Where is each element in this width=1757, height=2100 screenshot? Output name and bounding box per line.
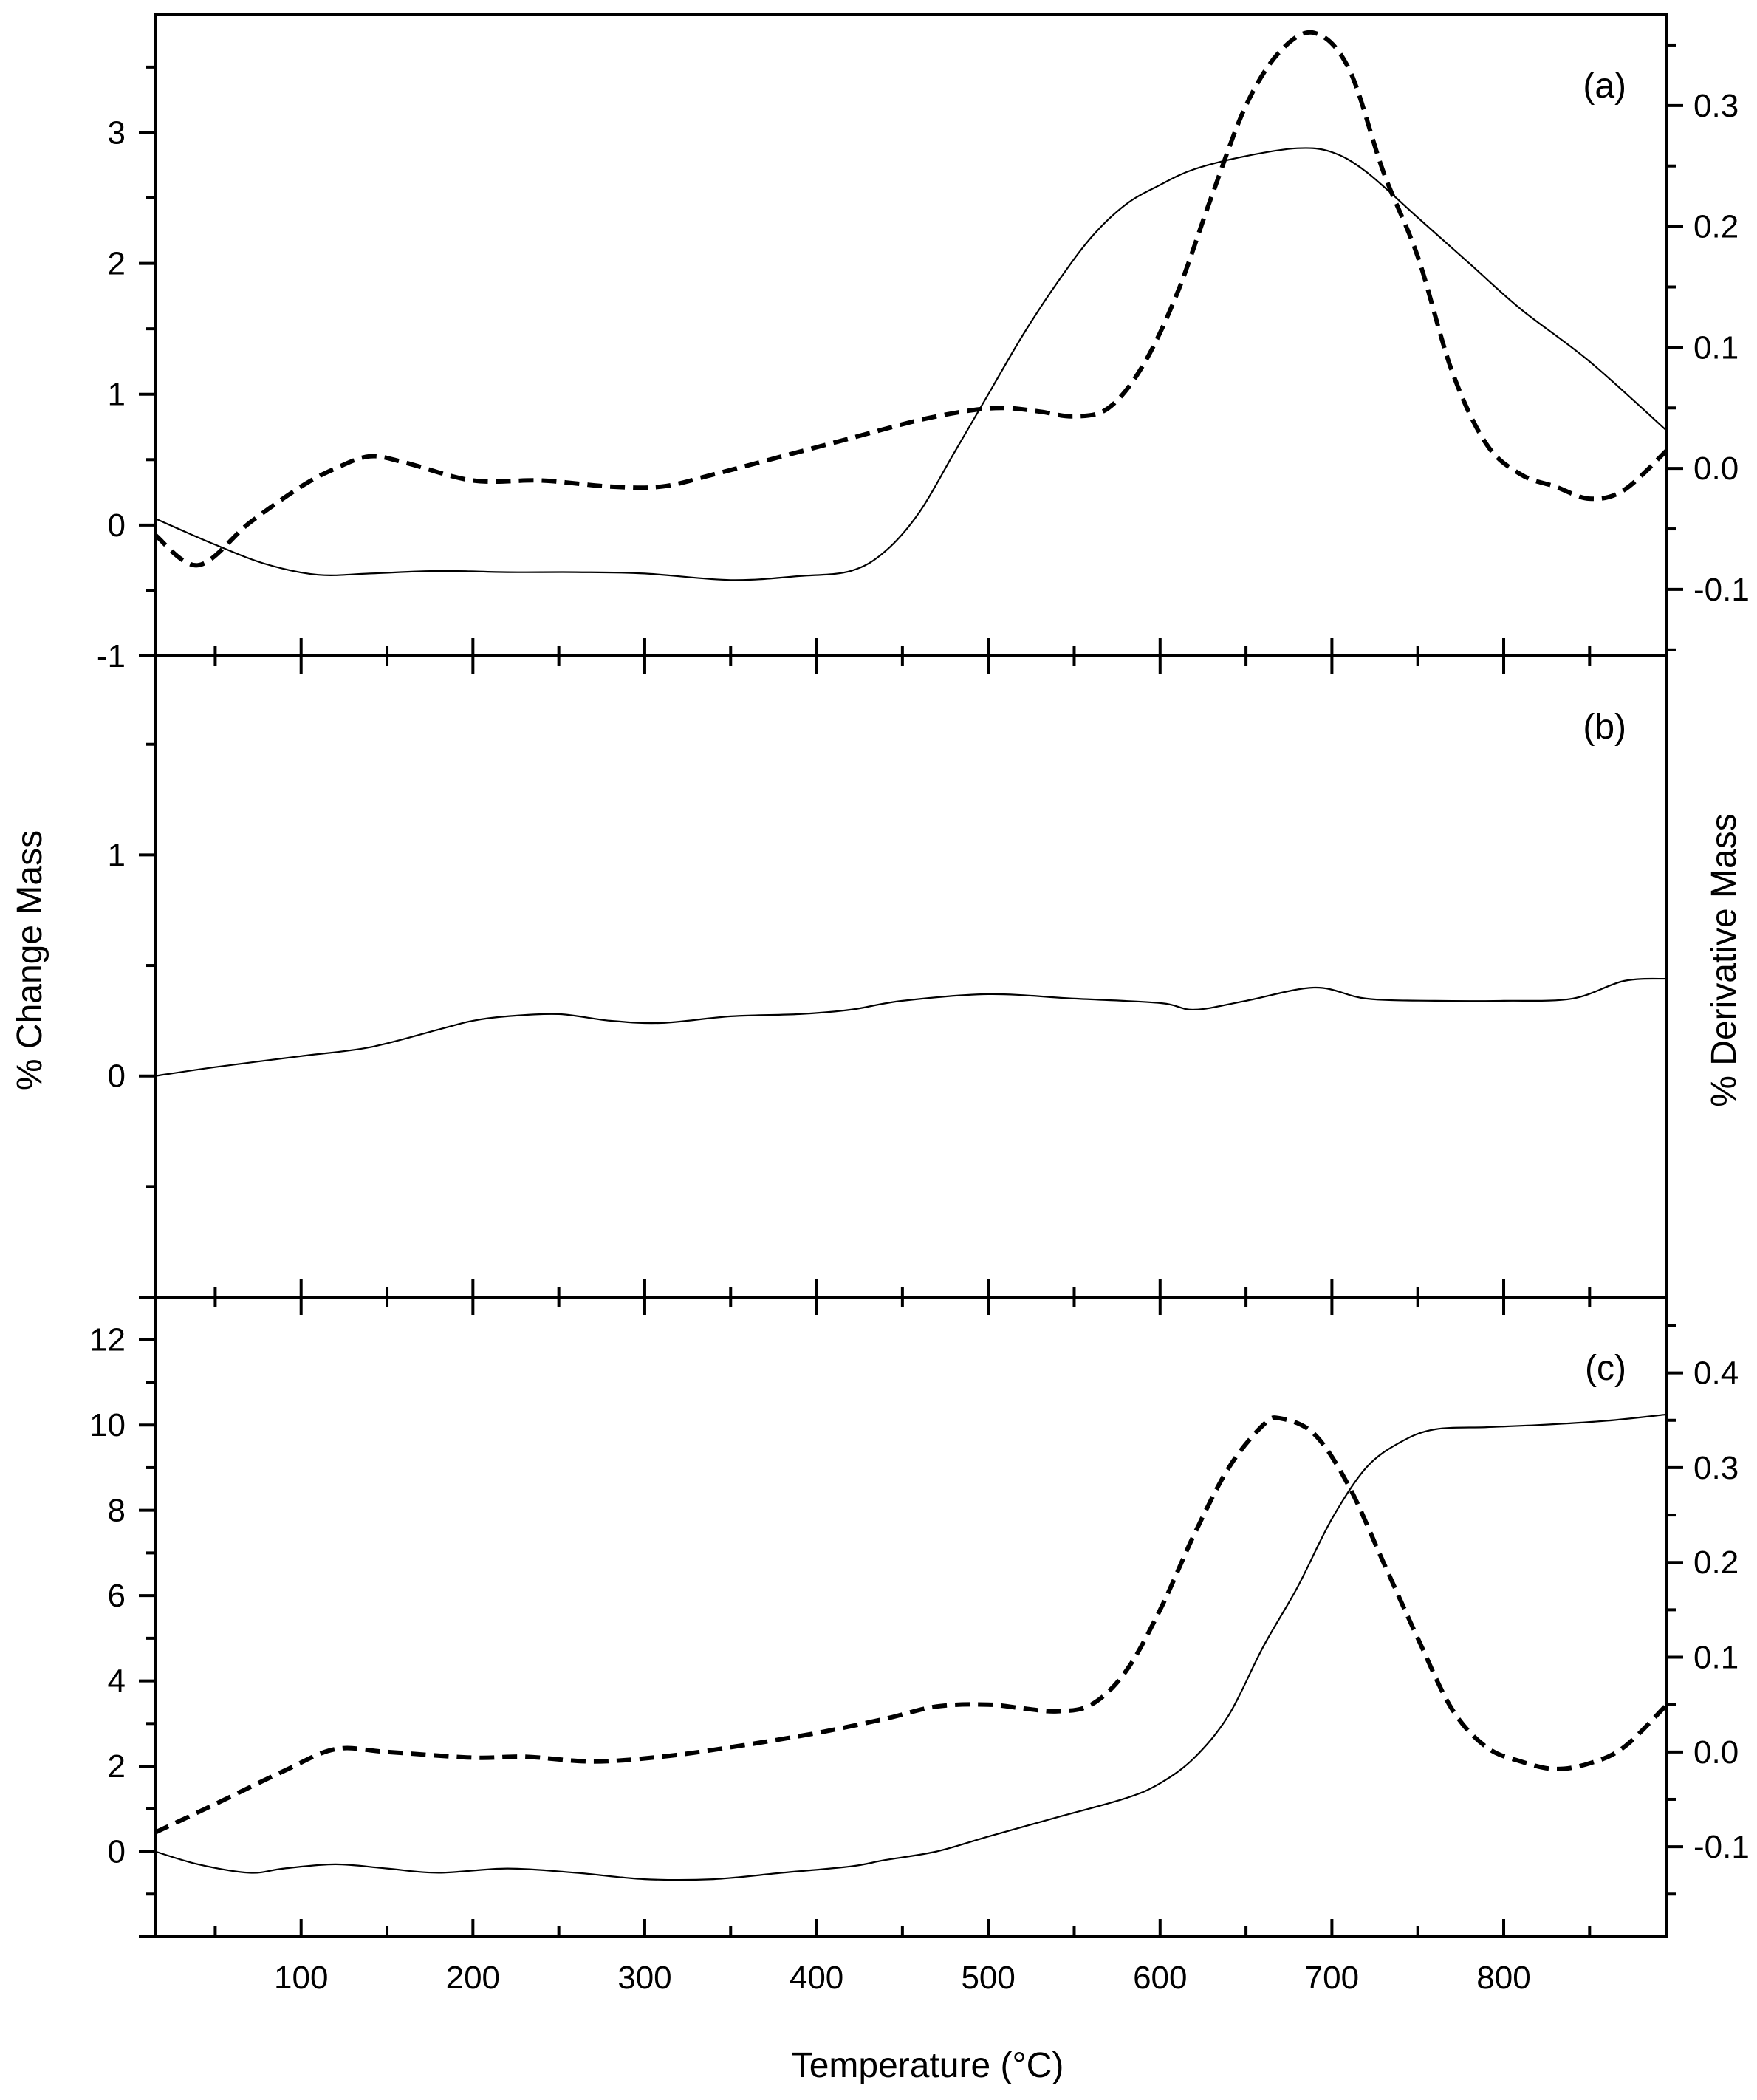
left-y-tick-label-c: 4 <box>108 1663 126 1700</box>
left-y-axis-title: % Change Mass <box>10 830 49 1090</box>
right-y-axis-title: % Derivative Mass <box>1705 813 1744 1107</box>
left-y-tick-label-c: 0 <box>108 1834 126 1870</box>
left-y-tick-label-c: 12 <box>89 1322 126 1358</box>
left-y-tick-label-a: 2 <box>108 246 126 282</box>
x-tick-label: 600 <box>1133 1960 1187 1996</box>
x-tick-label: 700 <box>1305 1960 1359 1996</box>
right-y-tick-label-a: 0.3 <box>1693 88 1739 124</box>
x-tick-label: 100 <box>274 1960 328 1996</box>
x-tick-label: 300 <box>617 1960 671 1996</box>
left-y-tick-label-c: 6 <box>108 1578 126 1614</box>
right-y-tick-label-a: 0.0 <box>1693 451 1739 487</box>
left-y-tick-label-b: 1 <box>108 837 126 873</box>
panels: -10123-0.10.00.10.20.3(a)01(b)024681012-… <box>89 13 1750 1996</box>
left-y-tick-label-c: 10 <box>89 1407 126 1443</box>
x-tick-labels: 100 200 300 400 500 600 700 800 <box>274 1960 1531 1996</box>
left-y-tick-label-c: 8 <box>108 1493 126 1529</box>
right-y-tick-label-a: -0.1 <box>1693 572 1750 608</box>
series-line-c-change-mass <box>154 1413 1668 1881</box>
right-y-tick-label-c: 0.1 <box>1693 1640 1739 1676</box>
right-y-tick-label-a: 0.2 <box>1693 209 1739 245</box>
left-y-tick-label-a: 3 <box>108 114 126 151</box>
right-y-tick-label-c: 0.4 <box>1693 1355 1739 1392</box>
x-tick-label: 200 <box>446 1960 500 1996</box>
x-axis-title: Temperature (°C) <box>792 2046 1064 2085</box>
x-tick-label: 800 <box>1476 1960 1530 1996</box>
left-y-tick-label-b: 0 <box>108 1058 126 1095</box>
panel-c-frame <box>154 1296 1668 1938</box>
right-y-tick-label-c: 0.3 <box>1693 1450 1739 1486</box>
x-tick-label: 400 <box>790 1960 843 1996</box>
panel-label-a: (a) <box>1583 66 1626 106</box>
x-tick-label: 500 <box>961 1960 1015 1996</box>
panel-c: 0 2 4 6 8 10 12 -0.1 0.0 0.1 0.2 0.3 0.4 (c) <box>89 1296 1750 1938</box>
series-line-a-change-mass <box>154 147 1668 581</box>
right-y-tick-label-c: 0.2 <box>1693 1545 1739 1581</box>
left-y-tick-label-a: -1 <box>97 638 126 674</box>
left-y-tick-label-a: 0 <box>108 507 126 544</box>
right-y-tick-label-a: 0.1 <box>1693 329 1739 366</box>
left-y-tick-label-a: 1 <box>108 377 126 413</box>
left-y-tick-label-c: 2 <box>108 1748 126 1785</box>
series-line-a-derivative-mass <box>154 30 1669 568</box>
right-y-tick-label-c: 0.0 <box>1693 1734 1739 1771</box>
panel-label-c: (c) <box>1585 1349 1626 1388</box>
series-line-b-change-mass <box>154 977 1668 1077</box>
panel-label-b: (b) <box>1583 708 1626 747</box>
series-line-c-derivative-mass <box>154 1415 1669 1835</box>
right-y-tick-label-c: -0.1 <box>1693 1829 1750 1865</box>
